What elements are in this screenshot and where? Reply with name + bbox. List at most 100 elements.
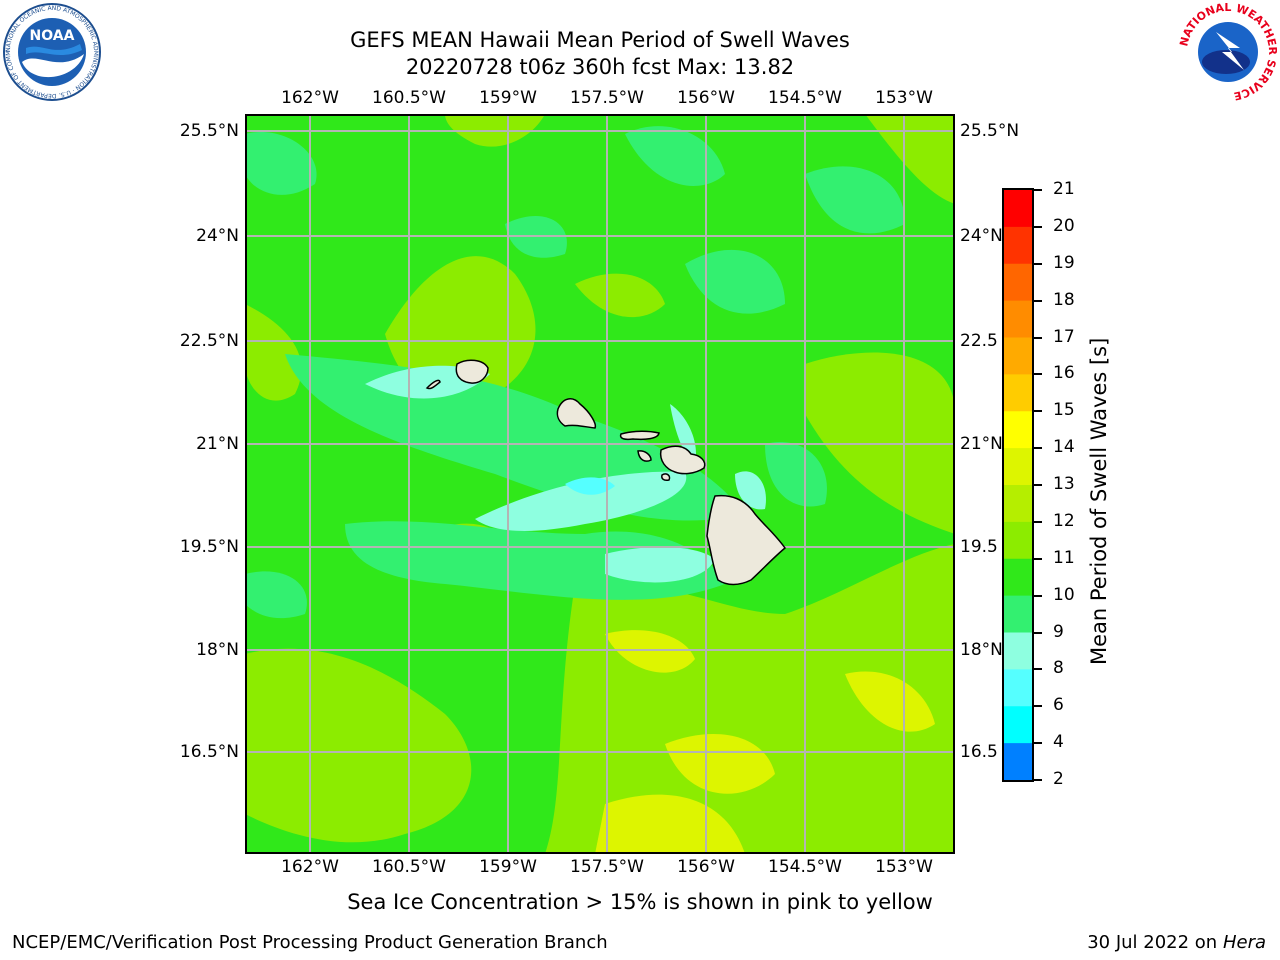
- colorbar-tick-label: 9: [1053, 621, 1064, 642]
- chart-title: GEFS MEAN Hawaii Mean Period of Swell Wa…: [350, 28, 850, 52]
- colorbar-tick-label: 21: [1053, 179, 1075, 199]
- bottom-lon-label: 154.5°W: [768, 857, 842, 877]
- colorbar-tick-mark: [1033, 189, 1042, 191]
- colorbar-segment: [1004, 669, 1032, 707]
- colorbar-tick-label: 15: [1053, 400, 1075, 421]
- colorbar-tick-mark: [1033, 262, 1042, 265]
- contour-13-14s: [445, 390, 935, 854]
- bottom-lon-label: 156°W: [677, 857, 735, 877]
- island-hawaii: [706, 494, 787, 586]
- colorbar-label: Mean Period of Swell Waves [s]: [1087, 337, 1111, 665]
- bottom-lon-label: 153°W: [875, 857, 933, 877]
- left-lat-label: 21°N: [196, 434, 239, 454]
- colorbar-tick-label: 11: [1053, 547, 1075, 568]
- left-lat-label: 16.5°N: [179, 742, 239, 762]
- colorbar-tick-mark: [1033, 557, 1042, 560]
- colorbar-tick-mark: [1033, 484, 1042, 486]
- colorbar-segment: [1004, 558, 1032, 597]
- right-lat-label: 19.5: [960, 537, 998, 557]
- run-date: 30 Jul 2022 on Hera: [1087, 932, 1266, 953]
- right-lat-label: 24°N: [960, 226, 1003, 246]
- map-panel: [245, 114, 955, 854]
- colorbar-segment: [1004, 300, 1032, 338]
- island-kauai: [455, 359, 489, 384]
- top-lon-label: 153°W: [875, 88, 933, 108]
- bottom-lon-label: 159°W: [479, 857, 537, 877]
- noaa-logo-text: NOAA: [30, 28, 75, 44]
- branch-credit: NCEP/EMC/Verification Post Processing Pr…: [12, 932, 608, 953]
- colorbar-tick-label: 16: [1053, 363, 1075, 384]
- colorbar-tick-mark: [1033, 520, 1042, 523]
- colorbar-segment: [1004, 226, 1032, 265]
- colorbar-tick-mark: [1033, 447, 1042, 450]
- island-kahoolawe: [661, 473, 671, 481]
- left-lat-label: 19.5°N: [179, 537, 239, 557]
- colorbar-tick-mark: [1033, 299, 1042, 302]
- colorbar-tick-label: 14: [1053, 437, 1075, 458]
- colorbar-tick-label: 4: [1053, 732, 1064, 753]
- colorbar-tick-mark: [1033, 779, 1042, 781]
- colorbar-tick-mark: [1033, 668, 1042, 671]
- colorbar-segment: [1004, 632, 1032, 670]
- colorbar-tick-label: 8: [1053, 658, 1064, 679]
- bottom-lon-label: 162°W: [281, 857, 339, 877]
- colorbar-segment: [1004, 706, 1032, 744]
- left-lat-label: 24°N: [196, 226, 239, 246]
- colorbar-tick-label: 2: [1053, 769, 1064, 789]
- island-lanai: [637, 450, 652, 462]
- island-molokai: [619, 430, 660, 441]
- top-lon-label: 162°W: [281, 88, 339, 108]
- colorbar-segment: [1004, 263, 1032, 302]
- top-lon-label: 156°W: [677, 88, 735, 108]
- colorbar-tick-label: 17: [1053, 326, 1075, 347]
- colorbar-tick-label: 10: [1053, 584, 1075, 605]
- colorbar-segment: [1004, 411, 1032, 449]
- right-lat-label: 21°N: [960, 434, 1003, 454]
- colorbar-tick-mark: [1033, 336, 1042, 339]
- chart-subtitle: 20220728 t06z 360h fcst Max: 13.82: [405, 55, 795, 79]
- colorbar-tick-label: 13: [1053, 474, 1075, 494]
- top-lon-label: 154.5°W: [768, 88, 842, 108]
- run-date-text: 30 Jul 2022 on: [1087, 932, 1223, 953]
- map-frame: [245, 114, 955, 854]
- colorbar-tick-mark: [1033, 631, 1042, 634]
- island-oahu: [556, 398, 597, 429]
- map-gridlines: [245, 114, 955, 854]
- top-lon-label: 160.5°W: [372, 88, 446, 108]
- top-lon-label: 159°W: [479, 88, 537, 108]
- bottom-lon-label: 157.5°W: [570, 857, 644, 877]
- top-lon-label: 157.5°W: [570, 88, 644, 108]
- machine-name: Hera: [1222, 932, 1266, 953]
- bottom-lon-label: 160.5°W: [372, 857, 446, 877]
- noaa-logo: NATIONAL OCEANIC AND ATMOSPHERIC ADMINIS…: [2, 2, 101, 101]
- colorbar-tick-label: 6: [1053, 695, 1064, 716]
- colorbar: [1002, 188, 1034, 782]
- colorbar-tick-label: 12: [1053, 510, 1075, 531]
- colorbar-tick-label: 20: [1053, 215, 1075, 236]
- left-lat-label: 22.5°N: [179, 331, 239, 351]
- colorbar-tick-label: 19: [1053, 252, 1075, 273]
- colorbar-segment: [1004, 521, 1032, 560]
- colorbar-tick-mark: [1033, 594, 1042, 597]
- colorbar-segment: [1004, 743, 1032, 781]
- right-lat-label: 16.5: [960, 742, 998, 762]
- colorbar-segments: [1004, 190, 1032, 781]
- right-lat-label: 18°N: [960, 640, 1003, 660]
- sea-ice-note: Sea Ice Concentration > 15% is shown in …: [347, 890, 933, 914]
- nws-logo: NATIONAL WEATHER SERVICE: [1178, 2, 1278, 102]
- colorbar-segment: [1004, 374, 1032, 412]
- left-lat-label: 18°N: [196, 640, 239, 660]
- colorbar-segment: [1004, 190, 1032, 228]
- island-niihau: [425, 379, 441, 390]
- right-lat-label: 25.5°N: [960, 121, 1020, 141]
- colorbar-tick-mark: [1033, 410, 1042, 413]
- colorbar-segment: [1004, 485, 1032, 523]
- colorbar-tick-mark: [1033, 705, 1042, 708]
- left-lat-label: 25.5°N: [179, 121, 239, 141]
- right-lat-label: 22.5: [960, 331, 998, 351]
- colorbar-segment: [1004, 337, 1032, 375]
- colorbar-segment: [1004, 595, 1032, 633]
- colorbar-tick-mark: [1033, 225, 1042, 228]
- colorbar-tick-mark: [1033, 742, 1042, 745]
- colorbar-tick-label: 18: [1053, 289, 1075, 310]
